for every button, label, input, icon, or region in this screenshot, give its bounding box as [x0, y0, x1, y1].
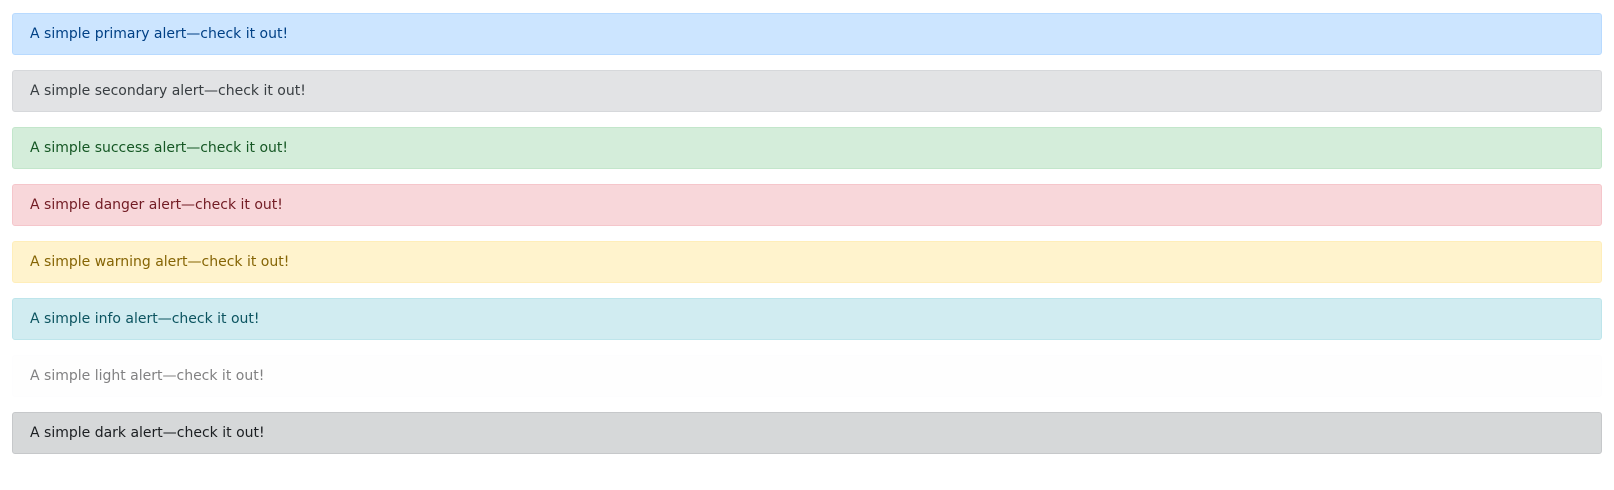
alert-primary-text: A simple primary alert—check it out! [30, 26, 289, 42]
alert-dark: A simple dark alert—check it out! [12, 412, 1602, 454]
alert-secondary: A simple secondary alert—check it out! [12, 70, 1602, 112]
alert-warning: A simple warning alert—check it out! [12, 241, 1602, 283]
alert-info-text: A simple info alert—check it out! [30, 311, 260, 327]
alert-secondary-text: A simple secondary alert—check it out! [30, 83, 306, 99]
alert-danger: A simple danger alert—check it out! [12, 184, 1602, 226]
alert-success-text: A simple success alert—check it out! [30, 140, 289, 156]
alert-warning-text: A simple warning alert—check it out! [30, 254, 290, 270]
alert-primary: A simple primary alert—check it out! [12, 13, 1602, 55]
alert-info: A simple info alert—check it out! [12, 298, 1602, 340]
alert-success: A simple success alert—check it out! [12, 127, 1602, 169]
alert-light: A simple light alert—check it out! [12, 355, 1602, 397]
alert-dark-text: A simple dark alert—check it out! [30, 425, 265, 441]
alert-danger-text: A simple danger alert—check it out! [30, 197, 283, 213]
alert-light-text: A simple light alert—check it out! [30, 368, 265, 384]
